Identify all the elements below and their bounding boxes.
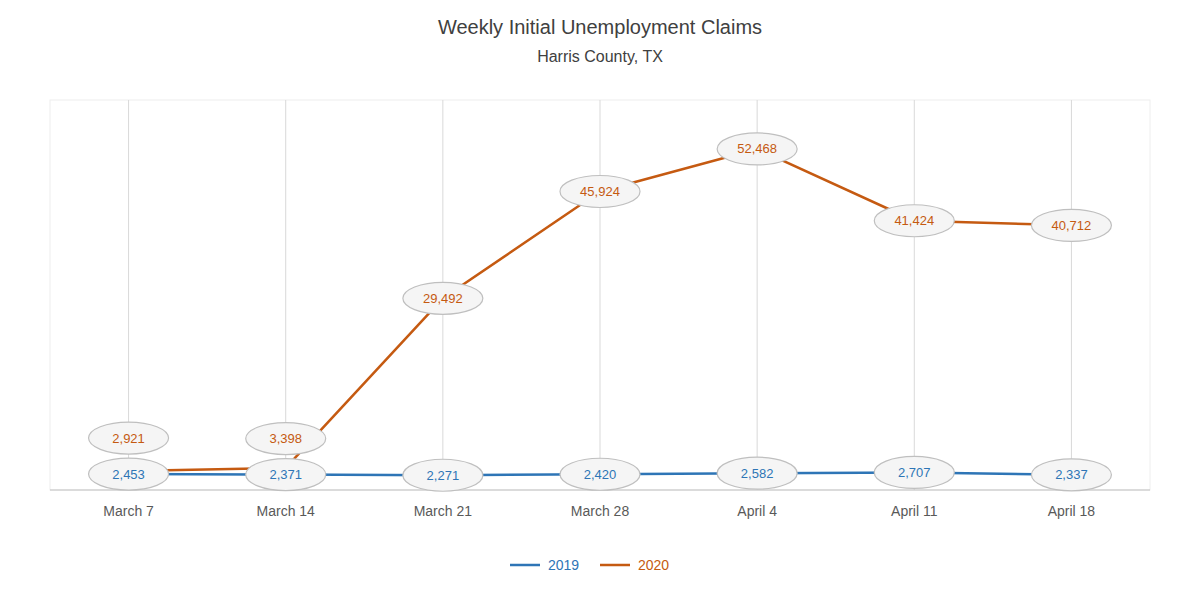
x-tick-label: March 7 [103, 503, 154, 519]
grid-line [1071, 100, 1072, 490]
label-bubble [874, 205, 954, 237]
data-label: 2,582 [741, 466, 774, 481]
data-label: 40,712 [1052, 218, 1092, 233]
x-tick-label: April 4 [737, 503, 777, 519]
data-label: 2,420 [584, 467, 617, 482]
label-bubble [874, 456, 954, 488]
data-label: 2,453 [112, 467, 145, 482]
marks [129, 149, 1072, 475]
plot-frame [50, 100, 1150, 490]
subtitle: Harris County, TX [537, 48, 663, 65]
label-bubble [717, 457, 797, 489]
legend-label: 2019 [548, 557, 579, 573]
x-tick-label: April 11 [891, 503, 938, 519]
data-label: 29,492 [423, 291, 463, 306]
legend: 2019 2020 [510, 557, 669, 573]
x-tick-label: March 28 [571, 503, 630, 519]
data-labels: 2,453 2,371 2,271 2,420 2,582 2,707 2,337 2,921… [89, 133, 1112, 491]
data-label: 2,371 [269, 467, 302, 482]
grid-line [600, 100, 601, 490]
chart: Weekly Initial Unemployment Claims Harris… [0, 0, 1200, 595]
label-bubble [1031, 209, 1111, 241]
data-label: 2,921 [112, 431, 145, 446]
label-bubble [89, 458, 169, 490]
x-tick-label: April 18 [1048, 503, 1096, 519]
x-tick-label: March 21 [414, 503, 473, 519]
legend-swatch [600, 564, 630, 567]
data-label: 3,398 [269, 431, 302, 446]
data-label: 2,707 [898, 465, 931, 480]
grid-line [914, 100, 915, 490]
label-bubble [403, 459, 483, 491]
data-label: 2,271 [427, 468, 460, 483]
legend-label: 2020 [638, 557, 669, 573]
label-bubble [246, 423, 326, 455]
label-bubble [246, 459, 326, 491]
label-bubble [560, 175, 640, 207]
title: Weekly Initial Unemployment Claims [438, 16, 762, 38]
legend-swatch [510, 564, 540, 567]
label-bubble [403, 282, 483, 314]
data-label: 41,424 [894, 213, 934, 228]
x-tick-label: March 14 [257, 503, 316, 519]
data-label: 45,924 [580, 184, 620, 199]
label-bubble [560, 458, 640, 490]
data-label: 2,337 [1055, 467, 1088, 482]
label-bubble [717, 133, 797, 165]
label-bubble [89, 422, 169, 454]
label-bubble [1031, 459, 1111, 491]
data-label: 52,468 [737, 141, 777, 156]
series-line [129, 149, 1072, 471]
